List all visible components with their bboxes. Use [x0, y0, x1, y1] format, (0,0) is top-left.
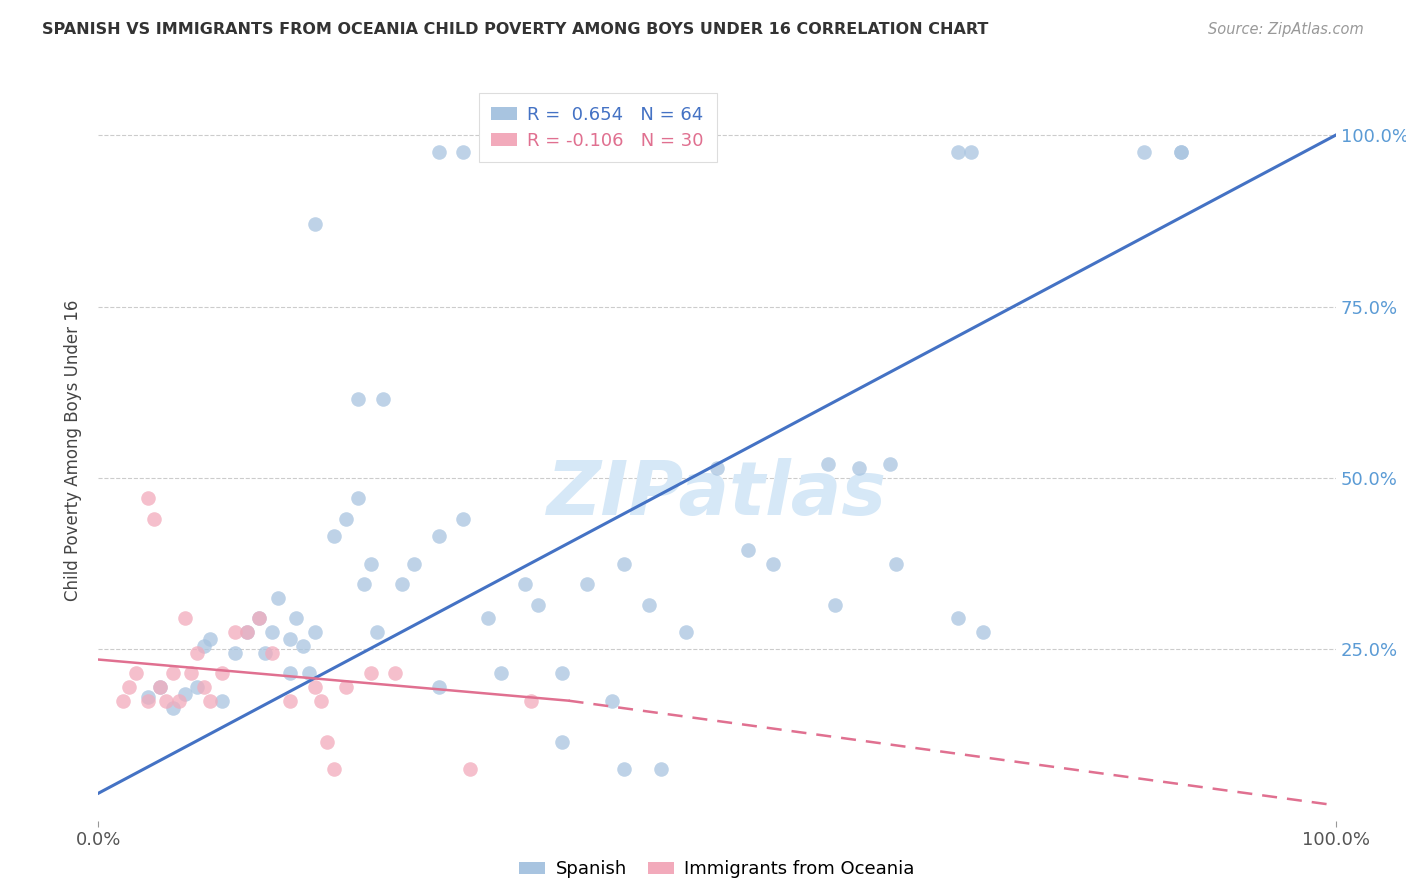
Point — [309, 694, 332, 708]
Point — [1133, 145, 1156, 160]
Point — [1170, 145, 1192, 160]
Point — [298, 666, 321, 681]
Point — [515, 577, 537, 591]
Point — [613, 557, 636, 571]
Legend: Spanish, Immigrants from Oceania: Spanish, Immigrants from Oceania — [512, 854, 922, 886]
Point — [193, 639, 215, 653]
Point — [520, 694, 543, 708]
Text: Source: ZipAtlas.com: Source: ZipAtlas.com — [1208, 22, 1364, 37]
Point — [335, 512, 357, 526]
Point — [155, 694, 177, 708]
Point — [366, 625, 388, 640]
Point — [353, 577, 375, 591]
Point — [427, 680, 450, 694]
Point — [675, 625, 697, 640]
Point — [291, 639, 314, 653]
Point — [124, 666, 146, 681]
Point — [136, 694, 159, 708]
Point — [360, 557, 382, 571]
Point — [650, 762, 672, 776]
Point — [453, 512, 475, 526]
Point — [143, 512, 166, 526]
Point — [260, 625, 283, 640]
Point — [959, 145, 981, 160]
Point — [224, 646, 246, 660]
Point — [477, 611, 499, 625]
Point — [824, 598, 846, 612]
Point — [136, 690, 159, 705]
Point — [402, 557, 425, 571]
Point — [427, 529, 450, 543]
Point — [817, 457, 839, 471]
Point — [162, 666, 184, 681]
Point — [848, 460, 870, 475]
Point — [489, 666, 512, 681]
Point — [254, 646, 277, 660]
Point — [371, 392, 394, 406]
Point — [211, 666, 233, 681]
Point — [322, 762, 344, 776]
Point — [278, 632, 301, 646]
Point — [193, 680, 215, 694]
Point — [112, 694, 135, 708]
Point — [304, 680, 326, 694]
Point — [1170, 145, 1192, 160]
Point — [347, 491, 370, 506]
Point — [136, 491, 159, 506]
Point — [948, 145, 970, 160]
Point — [706, 460, 728, 475]
Point — [551, 735, 574, 749]
Point — [247, 611, 270, 625]
Point — [224, 625, 246, 640]
Point — [278, 694, 301, 708]
Point — [186, 680, 208, 694]
Point — [762, 557, 785, 571]
Point — [551, 666, 574, 681]
Point — [118, 680, 141, 694]
Point — [384, 666, 406, 681]
Point — [886, 557, 908, 571]
Point — [427, 145, 450, 160]
Point — [167, 694, 190, 708]
Point — [260, 646, 283, 660]
Point — [198, 632, 221, 646]
Point — [174, 687, 197, 701]
Point — [174, 611, 197, 625]
Point — [737, 542, 759, 557]
Point — [391, 577, 413, 591]
Point — [267, 591, 290, 605]
Point — [972, 625, 994, 640]
Point — [236, 625, 259, 640]
Text: ZIPatlas: ZIPatlas — [547, 458, 887, 532]
Point — [247, 611, 270, 625]
Point — [211, 694, 233, 708]
Point — [638, 598, 661, 612]
Point — [149, 680, 172, 694]
Point — [316, 735, 339, 749]
Point — [526, 598, 548, 612]
Point — [186, 646, 208, 660]
Text: SPANISH VS IMMIGRANTS FROM OCEANIA CHILD POVERTY AMONG BOYS UNDER 16 CORRELATION: SPANISH VS IMMIGRANTS FROM OCEANIA CHILD… — [42, 22, 988, 37]
Point — [278, 666, 301, 681]
Point — [879, 457, 901, 471]
Point — [149, 680, 172, 694]
Y-axis label: Child Poverty Among Boys Under 16: Child Poverty Among Boys Under 16 — [65, 300, 83, 601]
Point — [453, 145, 475, 160]
Point — [236, 625, 259, 640]
Point — [347, 392, 370, 406]
Point — [180, 666, 202, 681]
Point — [304, 625, 326, 640]
Point — [335, 680, 357, 694]
Point — [198, 694, 221, 708]
Point — [162, 700, 184, 714]
Point — [600, 694, 623, 708]
Point — [458, 762, 481, 776]
Point — [948, 611, 970, 625]
Point — [360, 666, 382, 681]
Point — [322, 529, 344, 543]
Point — [576, 577, 599, 591]
Point — [304, 217, 326, 231]
Point — [613, 762, 636, 776]
Point — [285, 611, 308, 625]
